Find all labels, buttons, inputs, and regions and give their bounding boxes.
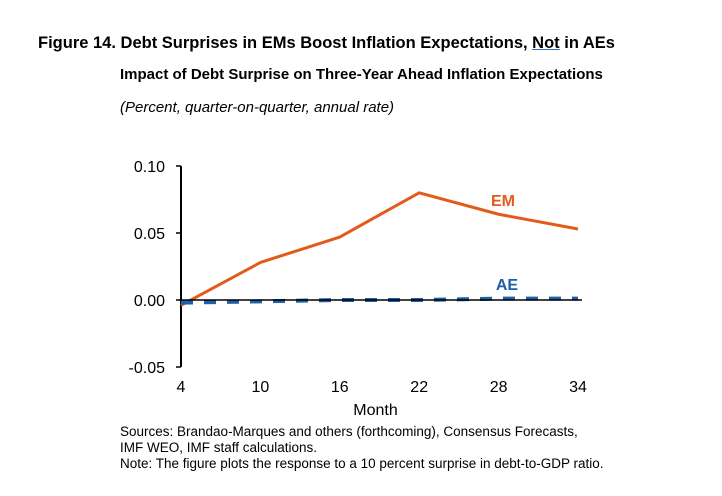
note-line: Note: The figure plots the response to a…: [120, 456, 604, 471]
y-tick-label: 0.05: [134, 226, 165, 243]
title-text: Figure 14. Debt Surprises in EMs Boost I…: [38, 34, 533, 52]
x-tick-label: 28: [490, 379, 508, 396]
series-line-ae: [180, 296, 578, 305]
figure-title: Figure 14. Debt Surprises in EMs Boost I…: [38, 34, 615, 53]
x-tick-label: 10: [252, 379, 270, 396]
x-tick-label: 34: [569, 379, 587, 396]
series-line-em: [180, 191, 579, 307]
x-tick-label: 22: [410, 379, 428, 396]
note-line: IMF WEO, IMF staff calculations.: [120, 440, 318, 455]
y-tick-label: -0.05: [129, 360, 166, 377]
chart-notes: Sources: Brandao-Marques and others (for…: [120, 424, 604, 472]
x-axis-label: Month: [353, 402, 397, 419]
y-tick-label: 0.10: [134, 159, 165, 176]
x-tick-label: 4: [177, 379, 186, 396]
chart-subtitle: Impact of Debt Surprise on Three-Year Ah…: [120, 66, 603, 83]
title-text-end: in AEs: [559, 34, 615, 52]
legend-label-ae: AE: [496, 277, 519, 294]
note-line: Sources: Brandao-Marques and others (for…: [120, 424, 578, 439]
legend-label-em: EM: [491, 193, 515, 210]
chart-units: (Percent, quarter-on-quarter, annual rat…: [120, 99, 395, 116]
x-tick-label: 16: [331, 379, 349, 396]
title-underlined-text: Not: [532, 34, 560, 52]
y-tick-label: 0.00: [134, 293, 165, 310]
